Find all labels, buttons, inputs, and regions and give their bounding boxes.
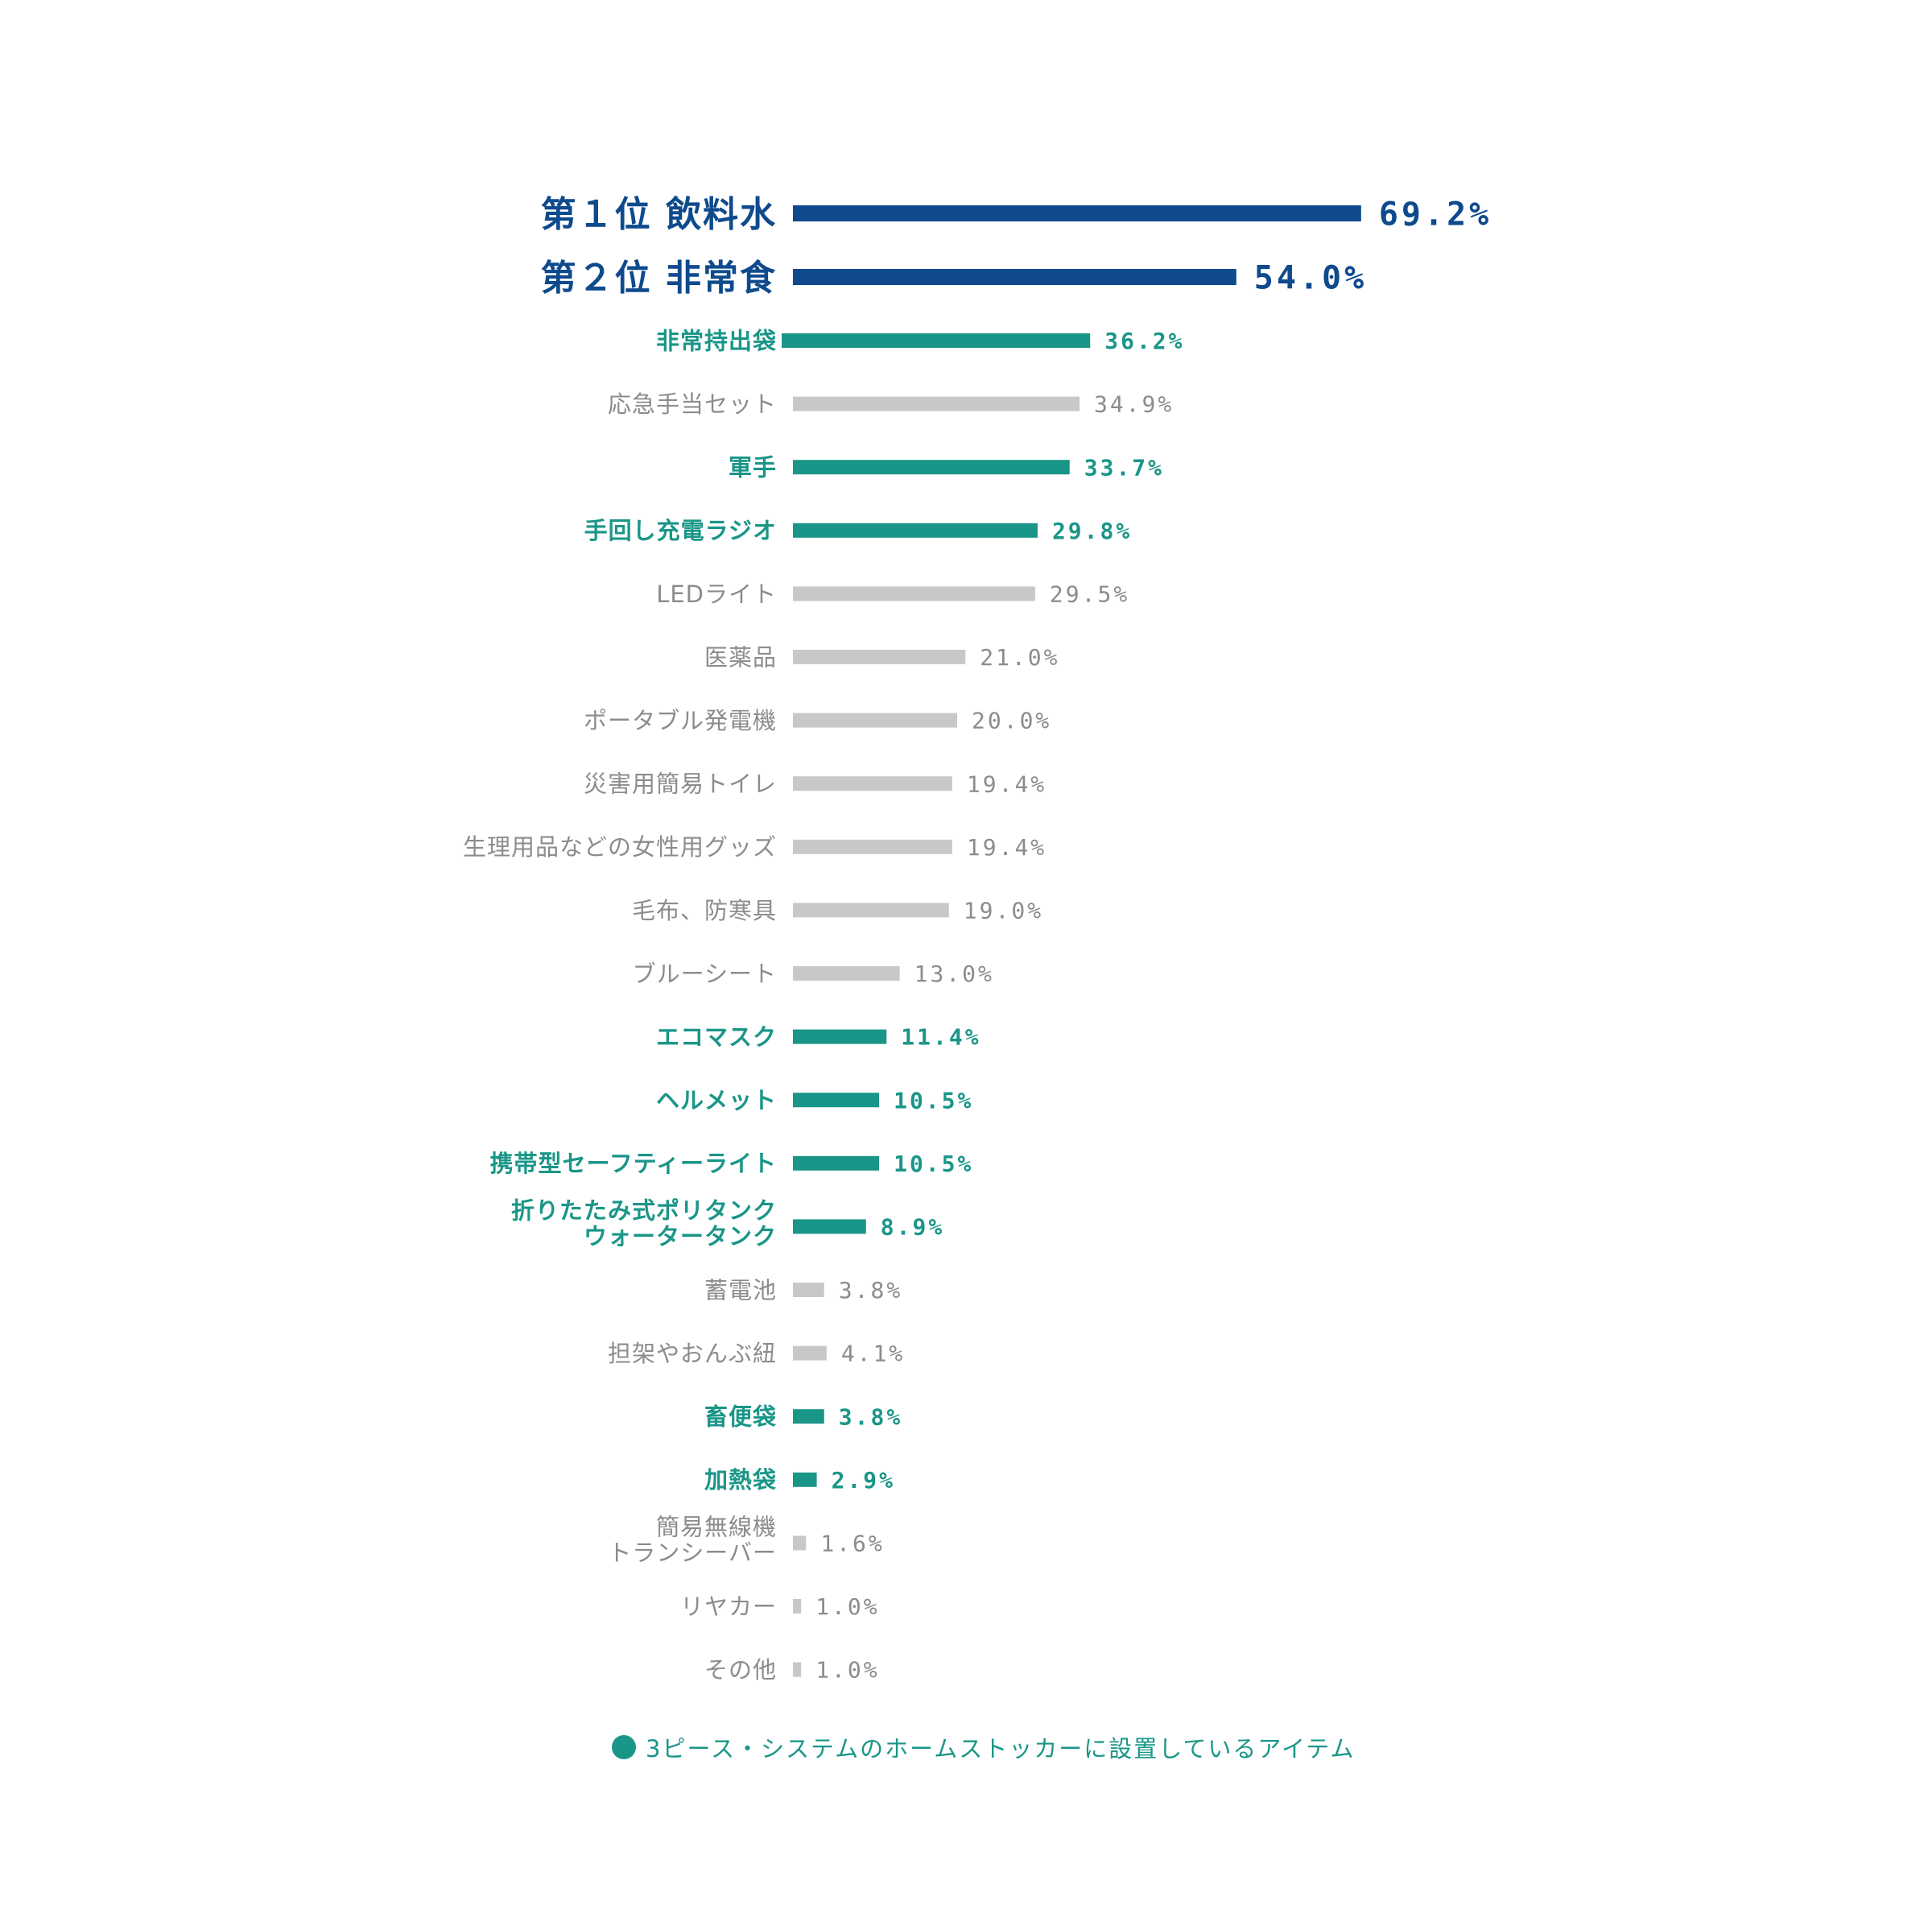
bar-4 bbox=[793, 396, 1080, 411]
bar-2 bbox=[793, 269, 1236, 285]
category-label-5: 軍手 bbox=[729, 454, 777, 481]
category-label-15: ヘルメット bbox=[656, 1087, 777, 1114]
bar-15 bbox=[793, 1093, 880, 1108]
category-label-18: 蓄電池 bbox=[704, 1276, 777, 1304]
bar-19 bbox=[793, 1345, 827, 1361]
value-label-19: 4.1% bbox=[841, 1341, 905, 1367]
category-label-24: その他 bbox=[704, 1656, 777, 1684]
value-label-6: 29.8% bbox=[1052, 518, 1132, 544]
category-label-2: 第２位 非常食 bbox=[541, 258, 777, 299]
value-label-22: 1.6% bbox=[820, 1530, 884, 1556]
value-label-1: 69.2% bbox=[1379, 196, 1492, 233]
category-label-21: 加熱袋 bbox=[704, 1466, 777, 1494]
value-label-11: 19.4% bbox=[967, 834, 1046, 861]
value-label-4: 34.9% bbox=[1094, 391, 1174, 418]
category-label-8: 医薬品 bbox=[704, 643, 777, 671]
bar-10 bbox=[793, 776, 952, 791]
legend-marker-icon bbox=[612, 1735, 636, 1759]
value-label-3: 36.2% bbox=[1104, 328, 1184, 354]
bar-9 bbox=[793, 713, 957, 728]
category-label-19: 担架やおんぶ紐 bbox=[608, 1340, 777, 1367]
category-label-14: エコマスク bbox=[656, 1023, 777, 1051]
value-label-12: 19.0% bbox=[964, 897, 1043, 924]
bar-24 bbox=[793, 1662, 802, 1677]
bar-13 bbox=[793, 966, 900, 981]
category-label-17: 折りたたみ式ポリタンクウォータータンク bbox=[511, 1196, 777, 1250]
bar-1 bbox=[793, 205, 1361, 221]
bar-12 bbox=[793, 903, 949, 918]
category-label-22: 簡易無線機トランシーバー bbox=[608, 1513, 777, 1566]
category-label-10: 災害用簡易トイレ bbox=[584, 771, 777, 798]
value-label-23: 1.0% bbox=[815, 1593, 879, 1620]
value-label-7: 29.5% bbox=[1050, 581, 1129, 607]
bar-7 bbox=[793, 586, 1035, 601]
bar-5 bbox=[793, 460, 1070, 475]
category-label-4: 応急手当セット bbox=[608, 391, 777, 418]
category-label-7: LEDライト bbox=[656, 581, 777, 608]
bar-14 bbox=[793, 1029, 887, 1044]
legend: 3ピース・システムのホームストッカーに設置しているアイテム bbox=[612, 1731, 1356, 1763]
value-label-2: 54.0% bbox=[1254, 259, 1367, 296]
bar-6 bbox=[793, 523, 1038, 538]
category-label-9: ポータブル発電機 bbox=[584, 707, 777, 734]
category-label-11: 生理用品などの女性用グッズ bbox=[463, 833, 777, 861]
value-label-10: 19.4% bbox=[967, 771, 1046, 797]
category-label-13: ブルーシート bbox=[633, 960, 777, 987]
bar-22 bbox=[793, 1535, 807, 1551]
value-label-24: 1.0% bbox=[815, 1657, 879, 1684]
bar-21 bbox=[793, 1472, 817, 1487]
category-label-3: 非常持出袋 bbox=[656, 327, 777, 354]
bar-16 bbox=[793, 1155, 880, 1171]
value-label-9: 20.0% bbox=[972, 708, 1051, 734]
value-label-16: 10.5% bbox=[894, 1151, 973, 1177]
value-label-21: 2.9% bbox=[832, 1467, 895, 1494]
value-label-15: 10.5% bbox=[894, 1087, 973, 1114]
bar-23 bbox=[793, 1599, 802, 1614]
category-label-20: 畜便袋 bbox=[704, 1403, 777, 1431]
bar-8 bbox=[793, 650, 966, 664]
legend-label: 3ピース・システムのホームストッカーに設置しているアイテム bbox=[646, 1735, 1356, 1762]
value-label-8: 21.0% bbox=[980, 644, 1059, 671]
category-label-6: 手回し充電ラジオ bbox=[584, 517, 777, 544]
bar-11 bbox=[793, 839, 952, 854]
value-label-18: 3.8% bbox=[839, 1277, 902, 1304]
category-label-23: リヤカー bbox=[680, 1593, 777, 1620]
bar-18 bbox=[793, 1283, 824, 1297]
bar-3 bbox=[782, 333, 1091, 348]
value-label-5: 33.7% bbox=[1084, 454, 1164, 481]
value-label-14: 11.4% bbox=[901, 1024, 980, 1051]
category-label-16: 携帯型セーフティーライト bbox=[489, 1150, 777, 1177]
value-label-20: 3.8% bbox=[839, 1403, 902, 1430]
category-label-1: 第１位 飲料水 bbox=[541, 194, 777, 235]
bar-20 bbox=[793, 1409, 824, 1424]
value-label-17: 8.9% bbox=[881, 1213, 944, 1240]
bar-17 bbox=[793, 1219, 866, 1234]
value-label-13: 13.0% bbox=[914, 961, 994, 987]
category-label-12: 毛布、防寒具 bbox=[632, 897, 777, 924]
